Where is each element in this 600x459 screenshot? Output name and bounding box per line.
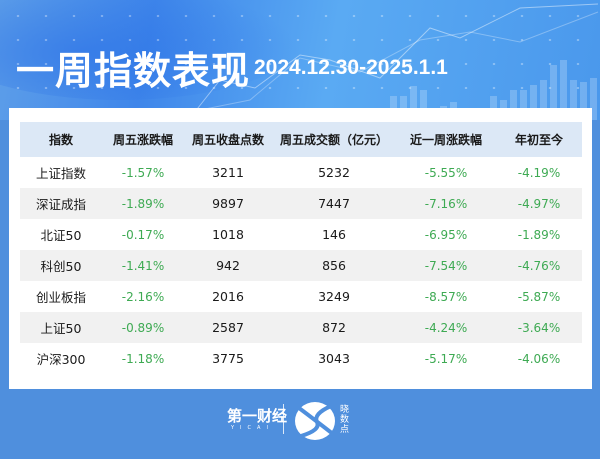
xiaoshudian-logo-icon xyxy=(295,402,335,440)
fri-change: -1.57% xyxy=(121,165,165,180)
yicai-logo-subtitle: YICAI xyxy=(231,425,274,431)
fri-close: 3775 xyxy=(212,351,244,366)
ytd-change: -5.87% xyxy=(517,289,561,304)
index-table: 指数 周五涨跌幅 周五收盘点数 周五成交额（亿元） 近一周涨跌幅 年初至今 上证… xyxy=(20,122,582,374)
fri-volume: 3249 xyxy=(318,289,350,304)
table-row: 上证50 -0.89% 2587 872 -4.24% -3.64% xyxy=(20,312,582,343)
fri-close: 3211 xyxy=(212,165,244,180)
fri-close: 9897 xyxy=(184,188,272,219)
week-change: -4.24% xyxy=(396,312,496,343)
week-change: -5.55% xyxy=(424,165,468,180)
header-banner: 一周指数表现 2024.12.30-2025.1.1 xyxy=(0,0,600,120)
fri-volume: 3043 xyxy=(318,351,350,366)
table-row: 北证50 -0.17% 1018 146 -6.95% -1.89% xyxy=(20,219,582,250)
fri-volume: 5232 xyxy=(318,165,350,180)
index-name: 深证成指 xyxy=(20,188,102,219)
ytd-change: -3.64% xyxy=(496,312,582,343)
week-change: -7.54% xyxy=(396,250,496,281)
index-name: 创业板指 xyxy=(35,290,86,305)
index-name: 北证50 xyxy=(40,228,82,243)
decorative-trend-lines xyxy=(189,3,599,119)
column-header-fri-change: 周五涨跌幅 xyxy=(102,122,184,157)
column-header-ytd: 年初至今 xyxy=(496,122,582,157)
fri-close: 1018 xyxy=(212,227,244,242)
yicai-logo: 第一财经 xyxy=(227,407,288,425)
table-row: 科创50 -1.41% 942 856 -7.54% -4.76% xyxy=(20,250,582,281)
week-change: -8.57% xyxy=(424,289,468,304)
column-header-fri-volume: 周五成交额（亿元） xyxy=(272,122,396,157)
table-row: 沪深300 -1.18% 3775 3043 -5.17% -4.06% xyxy=(20,343,582,374)
fri-change: -1.89% xyxy=(102,188,184,219)
fri-change: -1.18% xyxy=(121,351,165,366)
xiaoshudian-logo-text: 晓数点 xyxy=(340,405,350,435)
fri-close: 2016 xyxy=(212,289,244,304)
table-row: 上证指数 -1.57% 3211 5232 -5.55% -4.19% xyxy=(20,157,582,188)
fri-change: -0.89% xyxy=(102,312,184,343)
fri-change: -2.16% xyxy=(121,289,165,304)
table-row: 创业板指 -2.16% 2016 3249 -8.57% -5.87% xyxy=(20,281,582,312)
logo-divider xyxy=(283,404,284,434)
fri-volume: 7447 xyxy=(272,188,396,219)
fri-change: -0.17% xyxy=(121,227,165,242)
index-name: 沪深300 xyxy=(36,352,86,367)
column-header-week-change: 近一周涨跌幅 xyxy=(396,122,496,157)
fri-volume: 146 xyxy=(322,227,346,242)
ytd-change: -4.97% xyxy=(496,188,582,219)
ytd-change: -4.76% xyxy=(496,250,582,281)
ytd-change: -1.89% xyxy=(517,227,561,242)
page-title: 一周指数表现 xyxy=(16,49,251,93)
fri-volume: 856 xyxy=(272,250,396,281)
fri-close: 2587 xyxy=(184,312,272,343)
week-change: -7.16% xyxy=(396,188,496,219)
table-header-row: 指数 周五涨跌幅 周五收盘点数 周五成交额（亿元） 近一周涨跌幅 年初至今 xyxy=(20,122,582,157)
index-name: 上证50 xyxy=(20,312,102,343)
week-change: -5.17% xyxy=(424,351,468,366)
fri-close: 942 xyxy=(184,250,272,281)
date-range: 2024.12.30-2025.1.1 xyxy=(254,56,448,79)
index-name: 上证指数 xyxy=(35,166,86,181)
table-row: 深证成指 -1.89% 9897 7447 -7.16% -4.97% xyxy=(20,188,582,219)
fri-change: -1.41% xyxy=(102,250,184,281)
fri-volume: 872 xyxy=(272,312,396,343)
column-header-index: 指数 xyxy=(20,122,102,157)
index-table-card: 指数 周五涨跌幅 周五收盘点数 周五成交额（亿元） 近一周涨跌幅 年初至今 上证… xyxy=(9,108,592,389)
column-header-fri-close: 周五收盘点数 xyxy=(184,122,272,157)
ytd-change: -4.19% xyxy=(517,165,561,180)
decorative-dots xyxy=(0,0,600,120)
index-name: 科创50 xyxy=(20,250,102,281)
ytd-change: -4.06% xyxy=(517,351,561,366)
week-change: -6.95% xyxy=(424,227,468,242)
